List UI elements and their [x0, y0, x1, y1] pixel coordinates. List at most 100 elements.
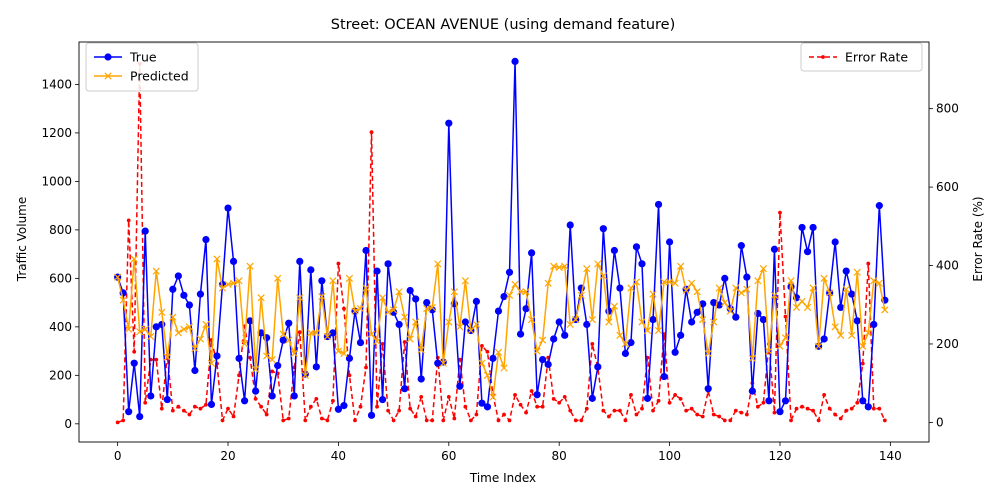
point-error-rate-7 — [154, 357, 159, 362]
point-error-rate-56 — [424, 418, 429, 423]
legend-marker-predicted — [104, 72, 112, 80]
point-error-rate-125 — [805, 406, 810, 411]
point-true-72 — [511, 57, 519, 65]
point-predicted-25 — [251, 365, 260, 373]
point-error-rate-113 — [739, 410, 744, 415]
point-predicted-68 — [489, 393, 497, 401]
point-true-56 — [423, 299, 431, 307]
legend-marker-true — [104, 53, 112, 61]
point-error-rate-117 — [761, 400, 766, 405]
point-true-98 — [654, 200, 663, 209]
point-error-rate-37 — [319, 416, 324, 421]
point-predicted-27 — [263, 352, 271, 360]
point-predicted-124 — [798, 297, 806, 306]
point-true-14 — [191, 366, 199, 375]
point-error-rate-57 — [430, 418, 435, 423]
point-error-rate-85 — [584, 406, 589, 411]
point-error-rate-41 — [342, 306, 346, 311]
point-error-rate-75 — [529, 389, 534, 393]
point-true-53 — [406, 286, 414, 295]
point-true-106 — [699, 300, 707, 308]
point-error-rate-100 — [667, 400, 672, 405]
point-error-rate-105 — [695, 412, 700, 417]
point-error-rate-34 — [303, 418, 308, 423]
point-predicted-127 — [814, 342, 823, 350]
point-predicted-39 — [329, 277, 337, 285]
point-predicted-131 — [837, 331, 845, 339]
point-error-rate-129 — [827, 406, 832, 411]
point-true-80 — [555, 318, 563, 326]
legend-layer: True Predicted Error Rate — [85, 42, 923, 92]
point-predicted-34 — [301, 371, 309, 379]
point-predicted-66 — [478, 359, 486, 367]
point-true-134 — [853, 317, 861, 325]
point-predicted-33 — [296, 294, 304, 302]
series-line-error-rate — [117, 62, 886, 424]
x-tick-label-1: 20 — [220, 449, 235, 463]
point-error-rate-114 — [744, 412, 749, 417]
point-error-rate-33 — [297, 330, 302, 335]
point-predicted-64 — [467, 326, 475, 335]
point-true-15 — [196, 290, 205, 298]
point-error-rate-50 — [391, 418, 396, 423]
point-error-rate-51 — [397, 408, 402, 413]
point-predicted-53 — [406, 335, 414, 343]
point-predicted-74 — [522, 288, 530, 296]
point-true-128 — [820, 335, 828, 343]
legend-left: True Predicted — [85, 42, 199, 92]
point-true-31 — [285, 319, 293, 327]
legend-label-predicted: Predicted — [130, 69, 189, 84]
point-predicted-138 — [875, 279, 883, 287]
point-predicted-109 — [715, 284, 723, 292]
point-predicted-15 — [196, 335, 205, 343]
point-error-rate-98 — [656, 398, 661, 403]
point-predicted-2 — [125, 325, 133, 333]
y-tick-label-1: 200 — [49, 368, 72, 382]
point-error-rate-13 — [187, 412, 192, 417]
point-true-46 — [367, 411, 376, 419]
y2-tick-label-4: 800 — [936, 102, 959, 116]
point-true-124 — [798, 223, 806, 232]
y2-tick-label-1: 200 — [936, 337, 959, 351]
point-error-rate-31 — [286, 416, 291, 421]
point-true-48 — [378, 395, 387, 404]
y2-tick-label-2: 400 — [936, 259, 959, 273]
point-error-rate-132 — [844, 408, 849, 413]
point-error-rate-14 — [193, 404, 197, 409]
point-error-rate-121 — [783, 314, 788, 319]
point-predicted-107 — [704, 349, 712, 358]
point-predicted-29 — [274, 274, 282, 282]
point-error-rate-116 — [755, 404, 760, 409]
point-true-132 — [842, 267, 850, 275]
point-predicted-21 — [229, 279, 238, 287]
point-true-82 — [566, 221, 574, 229]
series-markers-predicted — [114, 255, 889, 401]
point-error-rate-30 — [281, 418, 286, 423]
legend-box-left — [85, 42, 199, 92]
point-true-107 — [704, 385, 712, 393]
point-error-rate-67 — [485, 349, 490, 354]
point-error-rate-40 — [336, 261, 341, 266]
point-error-rate-52 — [402, 340, 407, 344]
point-predicted-78 — [544, 279, 552, 287]
point-predicted-46 — [367, 330, 376, 338]
point-error-rate-49 — [386, 408, 390, 413]
point-error-rate-82 — [568, 408, 573, 413]
point-predicted-108 — [710, 318, 718, 326]
point-predicted-65 — [472, 320, 481, 329]
point-predicted-133 — [848, 331, 856, 339]
point-predicted-12 — [180, 325, 188, 333]
point-true-113 — [737, 242, 745, 250]
point-true-17 — [207, 400, 216, 409]
point-error-rate-97 — [651, 408, 655, 413]
point-error-rate-88 — [601, 408, 606, 413]
point-error-rate-47 — [375, 404, 379, 409]
point-true-130 — [831, 238, 839, 246]
point-true-44 — [356, 339, 365, 347]
point-error-rate-94 — [634, 412, 639, 417]
chart-title: Street: OCEAN AVENUE (using demand featu… — [331, 17, 676, 33]
point-true-99 — [660, 372, 668, 381]
point-true-5 — [141, 227, 149, 235]
point-error-rate-124 — [800, 404, 804, 409]
point-error-rate-70 — [502, 412, 506, 417]
